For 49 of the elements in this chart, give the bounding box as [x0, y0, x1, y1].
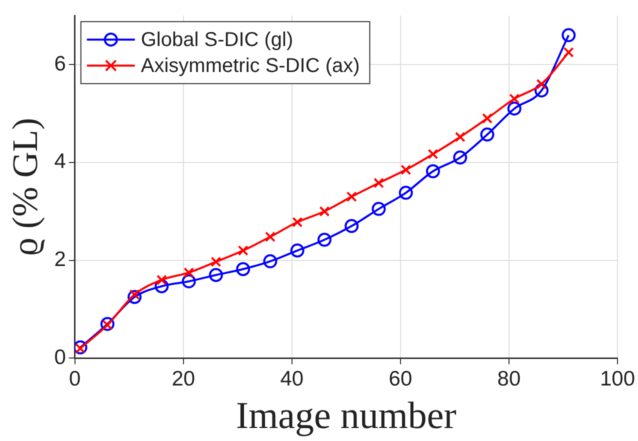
point [509, 94, 520, 104]
point [480, 128, 494, 142]
y-tick-label: 4 [54, 150, 66, 174]
point [154, 279, 169, 294]
point [398, 186, 413, 200]
x-tick-label: 40 [280, 368, 304, 391]
legend-label: Axisymmetric S-DIC (ax) [140, 55, 360, 78]
x-tick-label: 0 [69, 368, 81, 391]
point [128, 290, 142, 304]
point [426, 164, 440, 178]
x-tick-label: 80 [497, 368, 521, 391]
legend-label: Global S-DIC (gl) [140, 29, 294, 52]
point [453, 150, 468, 165]
point [74, 340, 88, 354]
point [400, 164, 412, 176]
point [182, 274, 196, 288]
point [534, 83, 549, 98]
point [290, 244, 304, 258]
x-tick-label: 100 [600, 368, 636, 391]
point [238, 245, 248, 256]
point [210, 256, 222, 268]
point [454, 132, 466, 142]
point [292, 216, 303, 228]
point [482, 113, 492, 124]
point [236, 262, 250, 276]
point [373, 178, 384, 188]
point [184, 267, 194, 278]
y-tick-label: 0 [54, 346, 66, 369]
y-tick-label: 6 [54, 52, 66, 76]
point [562, 28, 576, 42]
point [156, 274, 167, 286]
point [507, 102, 522, 116]
point [563, 47, 574, 58]
point [428, 148, 438, 160]
x-tick-label: 20 [172, 368, 196, 391]
point [264, 232, 276, 242]
point [536, 78, 547, 90]
point [100, 316, 114, 331]
point [344, 219, 359, 234]
point [319, 206, 330, 217]
y-axis-title: ϱ (% GL) [5, 118, 46, 256]
point [317, 232, 332, 247]
point [208, 268, 223, 282]
y-tick-label: 2 [54, 248, 66, 272]
point [346, 191, 357, 202]
x-tick-label: 60 [388, 368, 412, 391]
point [263, 254, 278, 268]
x-axis-title: Image number [236, 395, 457, 438]
point [372, 202, 386, 216]
